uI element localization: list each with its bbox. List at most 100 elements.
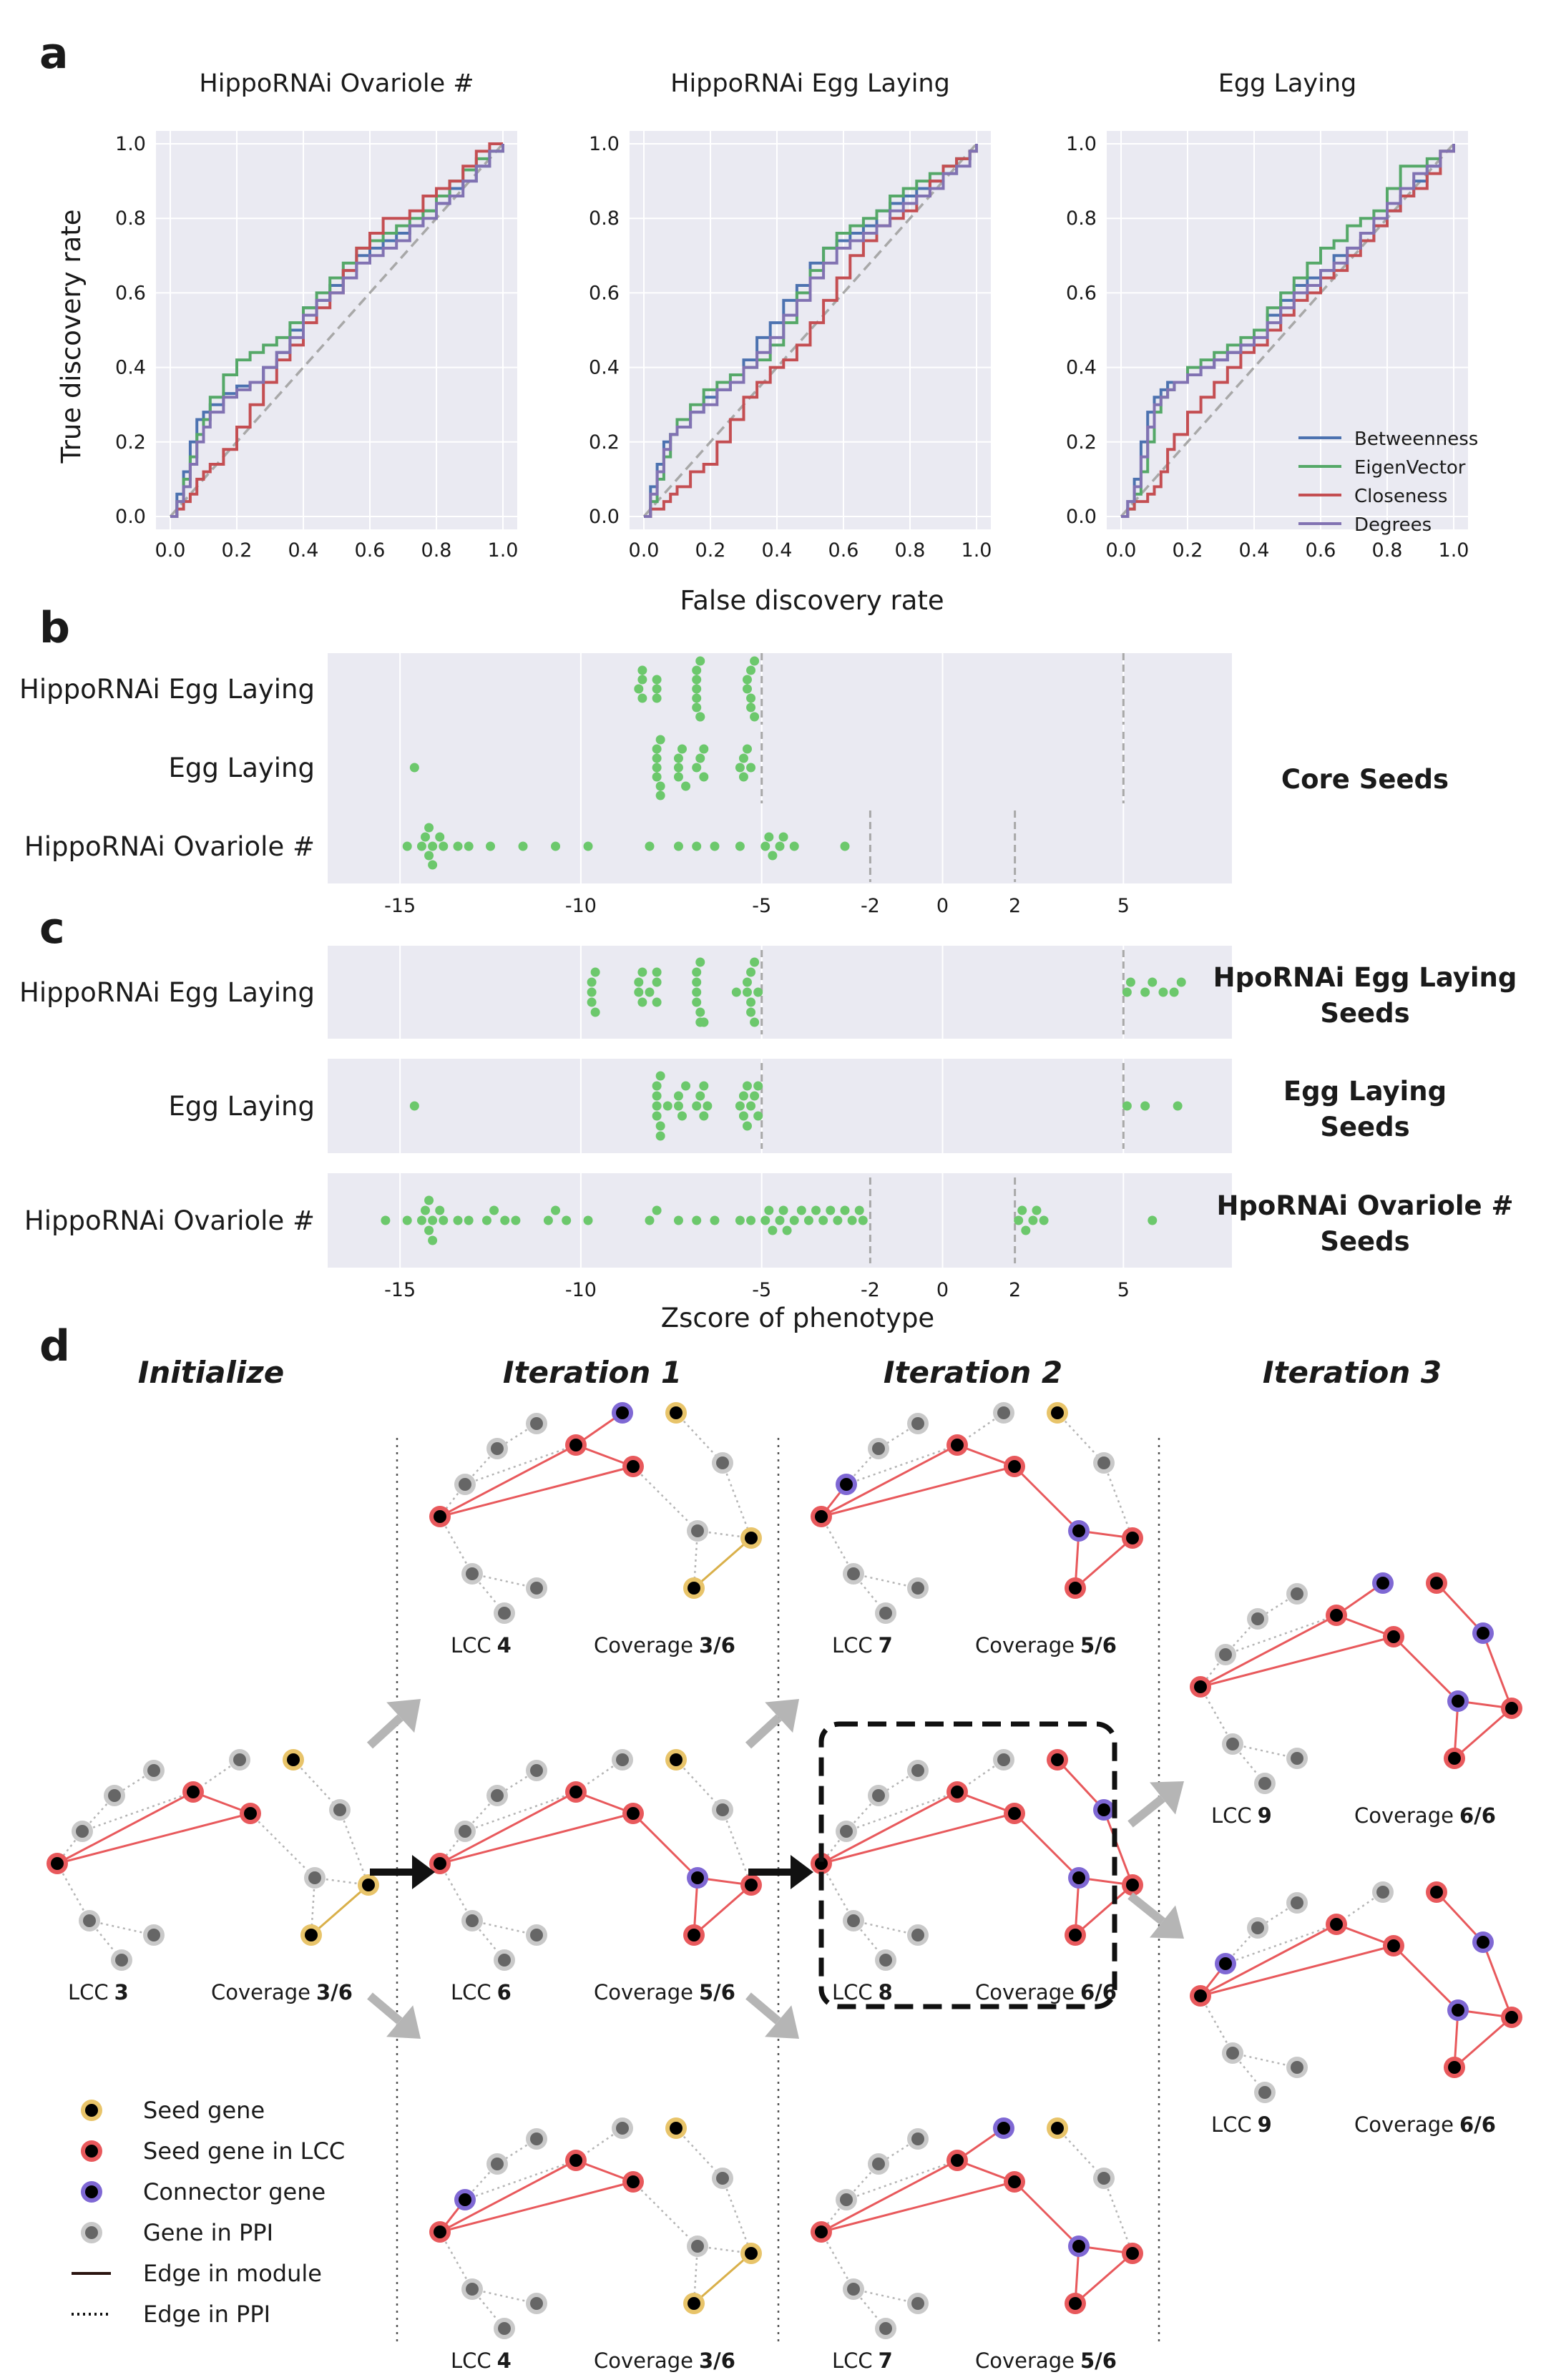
node-core	[879, 2322, 892, 2335]
ppi-gene-node	[1093, 2168, 1115, 2189]
lcc-caption: LCC 7	[832, 2349, 893, 2373]
swarm-point	[1148, 977, 1158, 987]
ppi-gene-node	[494, 1602, 515, 1624]
swarm-point	[587, 987, 597, 997]
module-edge	[1013, 1465, 1080, 1532]
swarm-point	[645, 1215, 655, 1225]
swarm-point	[789, 841, 799, 851]
ppi-edge	[338, 1809, 370, 1886]
seed-gene-lcc-node	[811, 1853, 832, 1874]
swarm-point	[652, 1111, 662, 1121]
y-tick-label: 1.0	[589, 133, 620, 155]
module-edge	[439, 1444, 577, 1518]
ppi-gene-node	[1247, 1608, 1268, 1630]
swarm-point	[742, 684, 752, 694]
panel-letter-c: c	[39, 903, 65, 954]
swarm-point	[681, 781, 691, 791]
swarm-point	[652, 977, 662, 987]
ppi-edge	[464, 2159, 577, 2201]
node-core	[840, 1825, 853, 1838]
lcc-caption: LCC 9	[1211, 1803, 1272, 1828]
swarm-point	[760, 1215, 770, 1225]
swarm-point	[1158, 987, 1168, 997]
network-5: LCC 7 Coverage 5/6	[811, 1402, 1143, 1657]
seed-gene-node	[683, 1577, 705, 1599]
swarm-point	[742, 1121, 752, 1131]
swarm-point	[409, 1101, 419, 1111]
swarm-point	[1176, 977, 1186, 987]
swarm-point	[677, 1111, 687, 1121]
node-core	[815, 1510, 828, 1523]
x-tick-label: -5	[752, 895, 771, 917]
y-tick-label: 0.6	[1066, 282, 1097, 304]
module-edge	[439, 2180, 634, 2233]
node-core	[911, 1764, 924, 1777]
swarm-row-label: HippoRNAi Ovariole #	[24, 831, 315, 862]
coverage-label: Coverage	[975, 1633, 1075, 1657]
chart-title: Egg Laying	[1218, 69, 1356, 98]
node-core	[530, 1764, 543, 1777]
x-tick-label: -10	[565, 1279, 597, 1301]
node-core	[879, 1954, 892, 1967]
x-tick-label: 0.0	[1106, 539, 1137, 562]
node-core	[670, 1753, 683, 1766]
ppi-gene-node	[526, 1577, 547, 1599]
node-core	[1072, 1524, 1085, 1537]
connector-gene-node	[1068, 1520, 1090, 1542]
swarm-point	[551, 841, 561, 851]
seed-gene-node	[1047, 1402, 1068, 1424]
node-core	[840, 2193, 853, 2206]
lcc-label: LCC	[451, 1980, 491, 2004]
x-tick-label: 0.6	[355, 539, 386, 562]
coverage-caption: Coverage 6/6	[1354, 1803, 1496, 1828]
swarm-point	[710, 1215, 720, 1225]
ppi-gene-node	[907, 2293, 929, 2314]
x-tick-label: 0.8	[1372, 539, 1403, 562]
seed-gene-lcc-node	[47, 1853, 68, 1874]
node-core	[997, 1753, 1010, 1766]
lcc-caption: LCC 4	[451, 1633, 512, 1657]
swarm-point	[673, 753, 683, 763]
swarm-point	[818, 1215, 828, 1225]
x-tick-label: 2	[1009, 895, 1021, 917]
ppi-edge	[846, 2159, 958, 2201]
module-edge	[57, 1791, 194, 1865]
ppi-gene-node	[993, 1402, 1014, 1424]
coverage-caption: Coverage 6/6	[1354, 2112, 1496, 2137]
ppi-edge	[846, 1444, 958, 1486]
module-edge	[1056, 1758, 1105, 1811]
swarm-point	[746, 763, 756, 773]
x-tick-label: 0.2	[222, 539, 253, 562]
swarm-point	[562, 1215, 572, 1225]
swarm-row-label: Egg Laying	[168, 753, 315, 783]
swarm-point	[655, 1071, 665, 1081]
arrow-shaft	[366, 1714, 403, 1749]
arrow-candidate	[745, 1699, 799, 1749]
x-tick-label: 0.4	[288, 539, 319, 562]
coverage-caption: Coverage 3/6	[594, 1633, 735, 1657]
ppi-edge	[1102, 1462, 1134, 1539]
node-core	[1251, 1612, 1264, 1625]
swarm-point	[645, 987, 655, 997]
coverage-caption: Coverage 5/6	[594, 1980, 735, 2004]
node-core	[1126, 1532, 1139, 1544]
ppi-gene-node	[907, 1577, 929, 1599]
lcc-label: LCC	[832, 1633, 873, 1657]
module-edge	[1454, 1707, 1512, 1760]
ppi-gene-node	[1215, 1644, 1236, 1665]
coverage-label: Coverage	[975, 2349, 1075, 2373]
ppi-gene-node	[494, 1949, 515, 1971]
swarm-point	[662, 1101, 672, 1111]
seed-gene-node	[740, 1527, 762, 1549]
arrow-candidate	[1127, 1892, 1184, 1939]
node-core	[616, 2122, 629, 2135]
swarm-point	[742, 1081, 752, 1091]
legend-label-eigenvector: EigenVector	[1354, 457, 1466, 479]
node-core	[1219, 1648, 1232, 1661]
ppi-gene-node	[526, 2293, 547, 2314]
diagonal-reference-line	[642, 142, 978, 518]
swarm-point	[764, 832, 774, 842]
arrow-head	[765, 2005, 799, 2039]
node-core	[1069, 1582, 1082, 1595]
ppi-gene-node	[526, 1760, 547, 1781]
